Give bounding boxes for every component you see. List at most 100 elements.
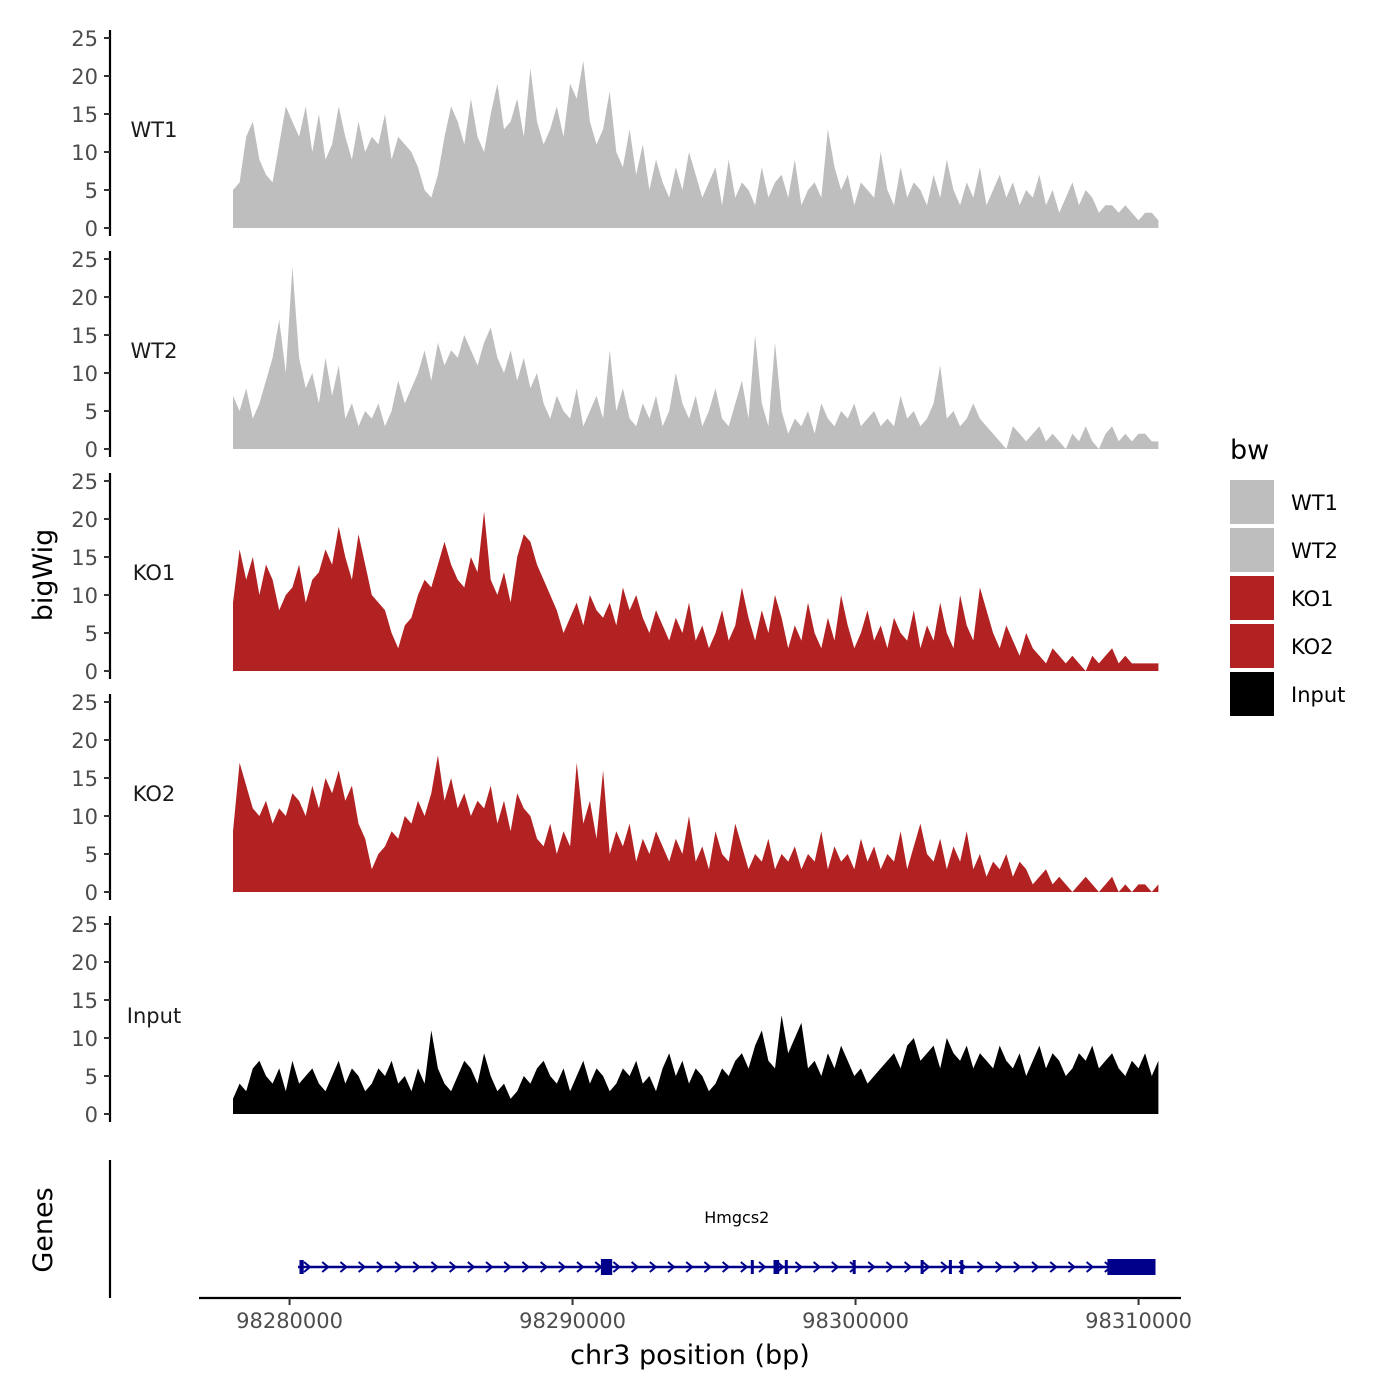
legend-title: bw	[1230, 435, 1269, 466]
strand-arrow	[721, 1261, 731, 1273]
strand-arrow	[703, 1261, 712, 1273]
x-tick-label: 98280000	[236, 1309, 343, 1333]
y-tick-label: 15	[71, 324, 98, 348]
strand-arrow	[740, 1261, 749, 1273]
y-tick-label: 20	[71, 508, 98, 532]
strand-arrow	[885, 1261, 894, 1273]
strand-arrow	[503, 1261, 512, 1273]
track-label-wt1: WT1	[131, 118, 178, 142]
y-tick-label: 10	[71, 362, 98, 386]
y-tick-label: 5	[85, 400, 98, 424]
y-tick-label: 20	[71, 729, 98, 753]
y-tick-label: 20	[71, 65, 98, 89]
y-tick-label: 0	[85, 881, 98, 905]
strand-arrow	[794, 1261, 803, 1273]
strand-arrow	[1031, 1261, 1040, 1273]
strand-arrow	[612, 1261, 621, 1273]
y-tick-label: 25	[71, 691, 98, 715]
strand-arrow	[467, 1261, 476, 1273]
y-tick-label: 5	[85, 1065, 98, 1089]
gene-track-title: Genes	[28, 1187, 59, 1272]
y-tick-label: 15	[71, 989, 98, 1013]
strand-arrow	[448, 1261, 458, 1273]
y-tick-label: 0	[85, 660, 98, 684]
area-ko1	[233, 511, 1159, 671]
strand-arrow	[521, 1261, 530, 1273]
x-tick-label: 98310000	[1085, 1309, 1192, 1333]
legend-label-wt2: WT2	[1291, 539, 1338, 563]
strand-arrow	[394, 1261, 403, 1273]
strand-arrow	[922, 1261, 931, 1273]
strand-arrow	[976, 1261, 985, 1273]
strand-arrow	[831, 1261, 840, 1273]
legend-label-ko1: KO1	[1291, 587, 1334, 611]
x-tick-label: 98300000	[802, 1309, 909, 1333]
strand-arrow	[303, 1261, 312, 1273]
strand-arrow	[867, 1261, 876, 1273]
y-tick-label: 25	[71, 470, 98, 494]
legend: bw WT1 WT2 KO1 KO2 Input	[1230, 435, 1345, 716]
track-ko1: 0 5 10 15 20 25 KO1	[71, 470, 1159, 684]
exon	[600, 1259, 613, 1275]
y-tick-label: 25	[71, 913, 98, 937]
bigwig-tracks: 0 5 10 15 20 25 WT1 0 5 10 15 20 25 WT2 0 5 10 15 20 25 KO1 0…	[71, 27, 1159, 1127]
strand-arrow	[630, 1261, 640, 1273]
track-label-ko1: KO1	[133, 561, 176, 585]
strand-arrow	[412, 1261, 421, 1273]
legend-label-wt1: WT1	[1291, 491, 1338, 515]
strand-arrow	[339, 1261, 348, 1273]
gene-hmgcs2: Hmgcs2	[298, 1208, 1156, 1275]
area-wt2	[233, 266, 1159, 449]
strand-arrow	[357, 1261, 367, 1273]
y-tick-label: 10	[71, 584, 98, 608]
legend-key-wt1	[1230, 480, 1274, 524]
x-axis-title: chr3 position (bp)	[570, 1340, 810, 1371]
legend-label-input: Input	[1291, 683, 1345, 707]
track-label-input: Input	[127, 1004, 181, 1028]
strand-arrow	[321, 1261, 330, 1273]
area-wt1	[233, 60, 1159, 228]
y-tick-label: 20	[71, 951, 98, 975]
gene-label: Hmgcs2	[704, 1208, 769, 1227]
y-tick-label: 0	[85, 217, 98, 241]
strand-arrow	[1067, 1261, 1076, 1273]
strand-arrow	[485, 1261, 494, 1273]
strand-arrow	[940, 1261, 949, 1273]
y-tick-label: 5	[85, 843, 98, 867]
strand-arrow	[558, 1261, 567, 1273]
y-tick-label: 0	[85, 1103, 98, 1127]
y-tick-label: 20	[71, 286, 98, 310]
exon	[299, 1260, 304, 1274]
legend-label-ko2: KO2	[1291, 635, 1334, 659]
exon	[750, 1260, 754, 1274]
y-tick-label: 15	[71, 103, 98, 127]
strand-arrow	[758, 1261, 767, 1273]
strand-arrow	[903, 1261, 913, 1273]
legend-key-input	[1230, 672, 1274, 716]
gene-track: Hmgcs2	[108, 1160, 1156, 1298]
exon	[920, 1260, 924, 1274]
exon	[1107, 1259, 1156, 1275]
strand-arrow	[576, 1261, 585, 1273]
track-label-wt2: WT2	[131, 339, 178, 363]
y-tick-label: 10	[71, 805, 98, 829]
track-wt1: 0 5 10 15 20 25 WT1	[71, 27, 1159, 241]
strand-arrow	[667, 1261, 676, 1273]
exon	[960, 1260, 964, 1274]
strand-arrow	[812, 1261, 822, 1273]
track-wt2: 0 5 10 15 20 25 WT2	[71, 248, 1159, 462]
y-axis-title: bigWig	[28, 529, 59, 622]
exon	[948, 1260, 952, 1274]
strand-arrow	[539, 1261, 549, 1273]
track-ko2: 0 5 10 15 20 25 KO2	[71, 691, 1159, 905]
exon	[773, 1260, 780, 1274]
track-label-ko2: KO2	[133, 782, 176, 806]
legend-key-wt2	[1230, 528, 1274, 572]
strand-arrow	[1049, 1261, 1058, 1273]
strand-arrow	[994, 1261, 1004, 1273]
strand-arrow	[1013, 1261, 1022, 1273]
exon	[852, 1260, 856, 1274]
y-tick-label: 5	[85, 622, 98, 646]
x-tick-label: 98290000	[519, 1309, 626, 1333]
